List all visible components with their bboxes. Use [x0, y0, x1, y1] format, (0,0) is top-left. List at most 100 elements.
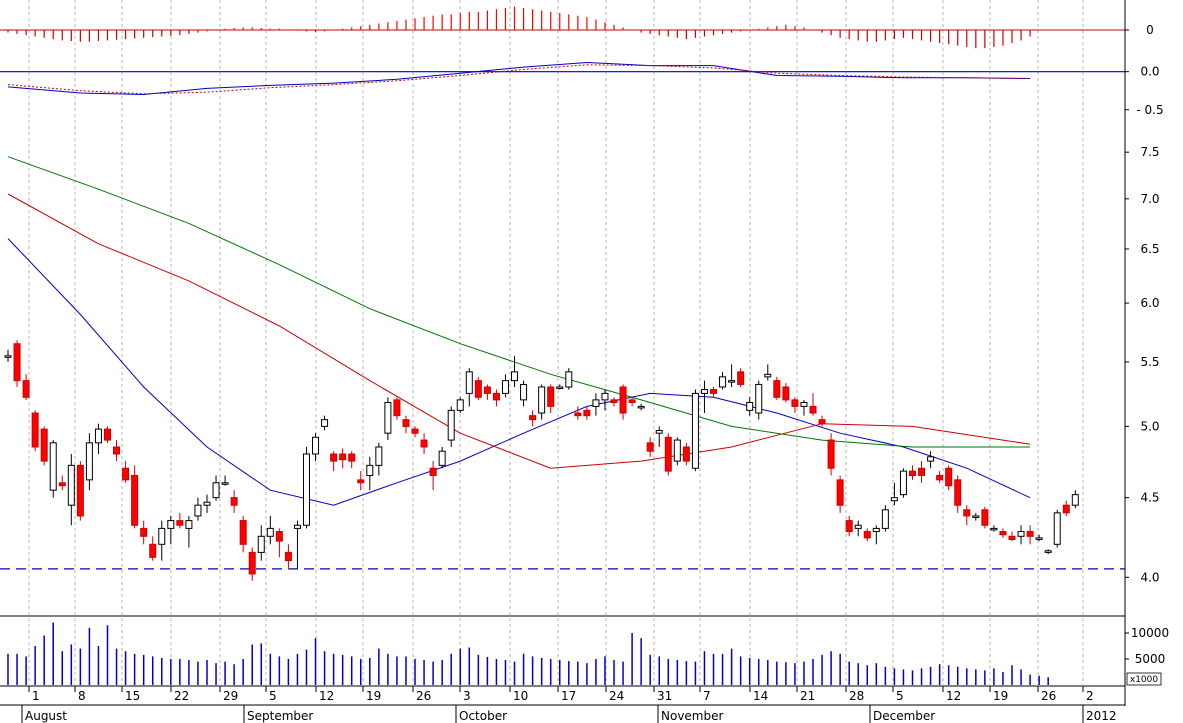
candle-body — [682, 446, 690, 462]
volume-tick-label: 5000 — [1135, 652, 1166, 666]
candle-body — [1071, 494, 1079, 506]
candle-body — [1026, 531, 1034, 537]
candle-body — [194, 504, 202, 517]
candle-body — [1017, 531, 1025, 537]
candle-body — [402, 419, 410, 427]
month-label: November — [661, 709, 723, 723]
candle-body — [773, 380, 781, 398]
candle-body — [881, 509, 889, 529]
candle-body — [76, 464, 84, 517]
candle-body — [393, 399, 401, 417]
histogram-tick-label: 0 — [1146, 23, 1154, 37]
month-label: October — [459, 709, 507, 723]
candle-body — [366, 464, 374, 476]
oscillator-lines-panel — [0, 61, 1125, 96]
candle-body — [719, 376, 727, 388]
candle-body — [791, 399, 799, 407]
candle-body — [1044, 550, 1052, 553]
candle-body — [122, 467, 130, 481]
candle-body — [339, 453, 347, 461]
candle-body — [474, 380, 482, 398]
oscillator-tick-label: 0.0 — [1140, 65, 1159, 79]
candle-body — [230, 497, 238, 506]
day-label: 26 — [416, 689, 431, 703]
candle-body — [411, 428, 419, 434]
oscillator-line — [7, 64, 1031, 95]
candle-body — [456, 399, 464, 411]
candle-body — [357, 479, 365, 484]
candle-body — [31, 412, 39, 448]
candle-body — [637, 405, 645, 409]
candle-body — [67, 464, 75, 506]
day-label: 26 — [1041, 689, 1056, 703]
candle-body — [691, 392, 699, 469]
candle-body — [782, 386, 790, 401]
price-tick-label: 4.0 — [1140, 570, 1159, 584]
candle-body — [375, 446, 383, 466]
price-tick-label: 6.5 — [1140, 242, 1159, 256]
candle-body — [113, 446, 121, 455]
candle-body — [348, 453, 356, 462]
candle-body — [863, 531, 871, 539]
candle-body — [176, 520, 184, 526]
x-axis-labels: 1 8 15 22 29 5 12 19 26 3 10 17 24 31 7 14 21 28 5 12 19 26 2 A… — [21, 686, 1117, 723]
volume-panel — [7, 622, 1049, 685]
candle-body — [212, 482, 220, 499]
candle-body — [673, 439, 681, 462]
candle-body — [583, 409, 591, 417]
candle-body — [284, 551, 292, 562]
day-label: 24 — [609, 689, 624, 703]
volume-unit-label: x1000 — [1130, 675, 1159, 685]
oscillator-line — [7, 61, 1031, 96]
moving-average-line — [7, 193, 1031, 469]
candle-body — [140, 527, 148, 537]
candle-body — [755, 383, 763, 414]
candle-body — [520, 383, 528, 401]
candle-body — [85, 442, 93, 481]
candle-body — [321, 419, 329, 427]
day-label: 21 — [800, 689, 815, 703]
candle-body — [899, 470, 907, 496]
candle-body — [845, 520, 853, 533]
candle-body — [565, 371, 573, 388]
price-tick-label: 7.0 — [1140, 192, 1159, 206]
day-label: 19 — [366, 689, 381, 703]
candle-body — [999, 531, 1007, 536]
candle-body — [483, 386, 491, 394]
candle-body — [103, 428, 111, 441]
day-label: 1 — [32, 689, 40, 703]
candle-body — [13, 343, 21, 382]
month-label: August — [25, 709, 67, 723]
candle-body — [990, 527, 998, 531]
candle-body — [158, 527, 166, 545]
candle-body — [963, 509, 971, 517]
candle-body — [547, 386, 555, 407]
day-label: 29 — [223, 689, 238, 703]
price-panel — [0, 156, 1125, 581]
candle-body — [501, 380, 509, 394]
price-tick-label: 5.0 — [1140, 419, 1159, 433]
candle-body — [809, 405, 817, 414]
chart-frame — [0, 0, 1126, 706]
candle-body — [492, 392, 500, 401]
candle-body — [737, 371, 745, 385]
month-label: September — [247, 709, 313, 723]
candle-body — [167, 520, 175, 529]
day-label: 28 — [849, 689, 864, 703]
candle-body — [628, 399, 636, 403]
candle-body — [728, 380, 736, 383]
day-label: 10 — [513, 689, 528, 703]
month-label: 2012 — [1086, 709, 1117, 723]
candle-body — [266, 527, 274, 537]
candle-body — [927, 456, 935, 462]
day-label: 2 — [1086, 689, 1094, 703]
candle-body — [257, 535, 265, 553]
candle-body — [438, 450, 446, 466]
candle-body — [574, 412, 582, 417]
candle-body — [420, 439, 428, 448]
day-label: 12 — [319, 689, 334, 703]
day-label: 19 — [993, 689, 1008, 703]
oscillator-tick-label: - 0.5 — [1136, 103, 1163, 117]
candle-body — [447, 409, 455, 441]
